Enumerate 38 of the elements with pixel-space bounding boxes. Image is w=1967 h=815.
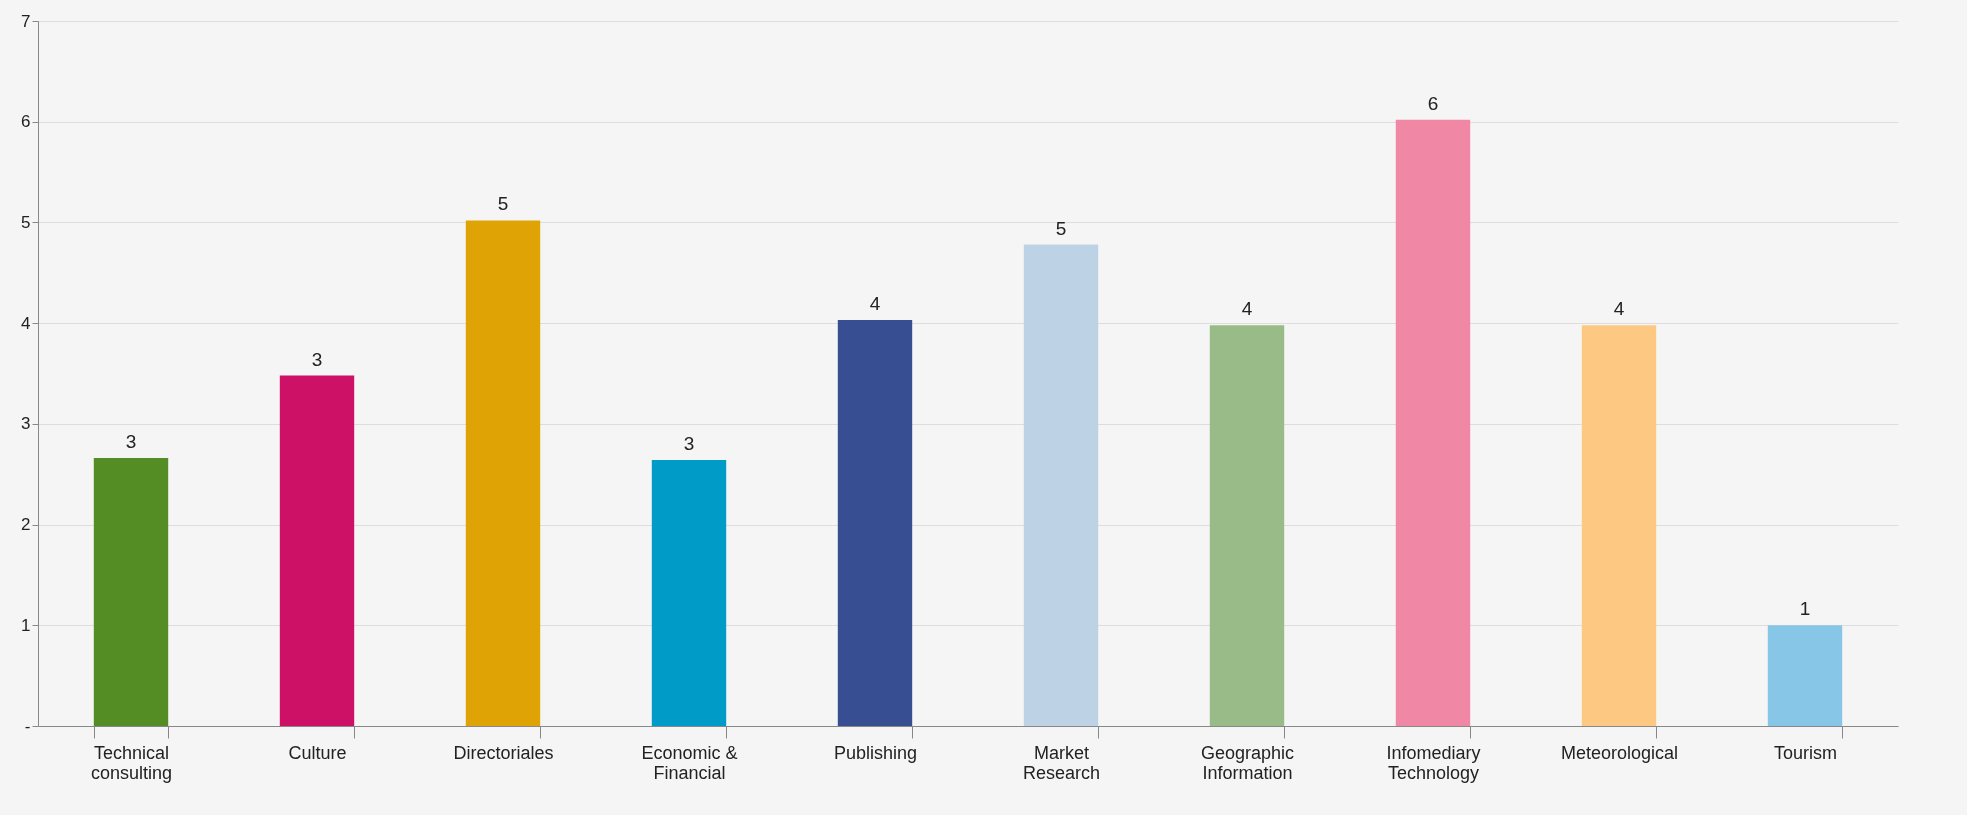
bar <box>651 460 727 726</box>
y-tick-label: - <box>24 716 31 736</box>
bar <box>93 458 169 726</box>
data-label: 6 <box>1427 92 1439 114</box>
x-tick-label: Publishing <box>833 742 918 763</box>
bar <box>1395 119 1471 726</box>
data-label: 3 <box>125 431 137 453</box>
bar <box>1023 244 1099 726</box>
data-label: 3 <box>683 433 695 455</box>
y-tick-label: 2 <box>21 515 31 535</box>
bar <box>1767 625 1843 726</box>
x-tick-label: Directoriales <box>453 742 554 763</box>
y-tick-label: 4 <box>21 313 31 333</box>
bar <box>1581 325 1657 726</box>
x-tick-label: Geographic Information <box>1200 742 1295 783</box>
bar <box>1209 325 1285 726</box>
y-tick-label: 1 <box>21 615 31 635</box>
x-tick-label: Technical consulting <box>90 742 173 783</box>
data-label: 4 <box>1241 298 1253 320</box>
y-tick-label: 6 <box>21 112 31 132</box>
data-label: 1 <box>1799 598 1811 620</box>
y-tick-label: 3 <box>21 414 31 434</box>
bar <box>837 320 913 726</box>
x-tick-label: Meteorological <box>1560 742 1679 763</box>
data-label: 5 <box>497 193 509 215</box>
data-label: 4 <box>1613 298 1625 320</box>
bar <box>279 375 355 726</box>
data-label: 3 <box>311 348 323 370</box>
y-tick-label: 5 <box>21 212 31 232</box>
x-tick-label: Market Research <box>1022 742 1101 783</box>
x-tick-label: Culture <box>288 742 347 763</box>
x-tick-label: Tourism <box>1773 742 1838 763</box>
bar <box>465 220 541 726</box>
data-label: 4 <box>869 293 881 315</box>
x-tick-label: Economic & Financial <box>641 742 738 783</box>
x-tick-label: Infomediary Technology <box>1386 742 1481 783</box>
y-tick-label: 7 <box>21 11 31 31</box>
data-label: 5 <box>1055 217 1067 239</box>
